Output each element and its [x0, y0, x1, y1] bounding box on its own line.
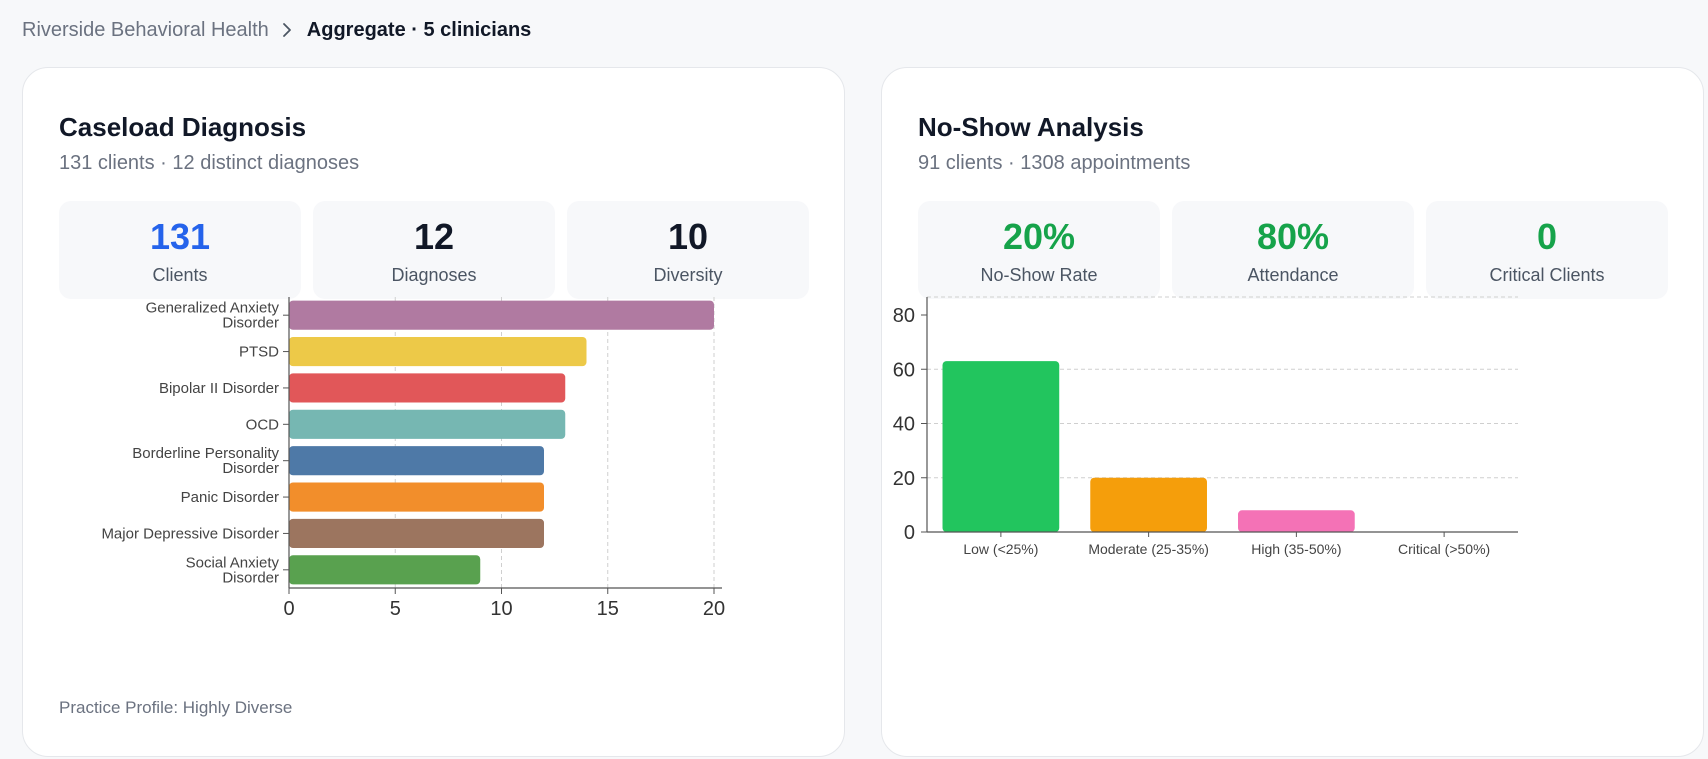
stat-value: 80%: [1256, 216, 1330, 257]
stat-value: 0: [1536, 216, 1558, 257]
y-tick-label: 80: [893, 305, 915, 327]
bar: [289, 300, 714, 330]
x-tick-label: 10: [490, 598, 512, 620]
stat-no-show-rate: 20% No-Show Rate: [918, 201, 1160, 299]
card-title: Caseload Diagnosis: [59, 112, 307, 142]
category-label: High (35-50%): [1251, 541, 1341, 557]
stat-label: No-Show Rate: [980, 265, 1098, 285]
breadcrumb-current: Aggregate · 5 clinicians: [306, 18, 532, 41]
stat-attendance: 80% Attendance: [1172, 201, 1414, 299]
category-label: Critical (>50%): [1398, 541, 1490, 557]
stat-label: Diversity: [653, 265, 723, 285]
category-label: Bipolar II Disorder: [159, 380, 279, 397]
breadcrumb-root-link[interactable]: Riverside Behavioral Health: [22, 18, 269, 41]
x-tick-label: 0: [283, 598, 294, 620]
bar: [942, 361, 1060, 532]
category-label: Borderline Personality: [132, 445, 279, 462]
category-label: Disorder: [222, 569, 279, 586]
no-show-bar-chart: 0 20 40 60 80 Low (<25%) Moderate (25-35%) High…: [893, 296, 1518, 557]
category-label: OCD: [246, 416, 280, 433]
category-label: Panic Disorder: [181, 489, 279, 506]
category-label: Social Anxiety: [186, 554, 280, 571]
stat-value: 20%: [1002, 216, 1076, 257]
y-tick-label: 60: [893, 359, 915, 381]
category-label: Low (<25%): [963, 541, 1038, 557]
x-tick-label: 15: [597, 598, 619, 620]
bar: [289, 373, 566, 403]
stat-value: 12: [413, 216, 455, 257]
no-show-analysis-card: No-Show Analysis 91 clients · 1308 appoi…: [881, 67, 1704, 757]
stat-diversity: 10 Diversity: [567, 201, 809, 299]
category-label: Moderate (25-35%): [1088, 541, 1209, 557]
stats-row: 20% No-Show Rate 80% Attendance 0 Critic…: [918, 201, 1668, 299]
stats-row: 131 Clients 12 Diagnoses 10 Diversity: [59, 201, 809, 299]
category-label: PTSD: [239, 344, 279, 361]
bar: [289, 518, 544, 548]
stat-value: 10: [667, 216, 709, 257]
bar: [1238, 510, 1355, 532]
stat-value: 131: [149, 216, 211, 257]
category-label: Generalized Anxiety: [146, 300, 280, 317]
category-label: Disorder: [222, 460, 279, 477]
stat-critical-clients: 0 Critical Clients: [1426, 201, 1668, 299]
y-tick-label: 0: [904, 522, 915, 544]
practice-profile-text: Practice Profile: Highly Diverse: [59, 698, 293, 717]
caseload-diagnosis-card: Caseload Diagnosis 131 clients · 12 dist…: [22, 67, 845, 757]
bar: [289, 337, 587, 367]
stat-label: Diagnoses: [391, 265, 477, 285]
stat-diagnoses: 12 Diagnoses: [313, 201, 555, 299]
category-label: Disorder: [222, 315, 279, 332]
y-tick-label: 20: [893, 468, 915, 490]
stat-label: Critical Clients: [1489, 265, 1605, 285]
category-label: Major Depressive Disorder: [101, 525, 279, 542]
card-title: No-Show Analysis: [918, 112, 1144, 142]
bar: [289, 555, 481, 585]
card-subtitle: 131 clients · 12 distinct diagnoses: [59, 152, 360, 174]
stat-clients: 131 Clients: [59, 201, 301, 299]
stat-label: Attendance: [1247, 265, 1339, 285]
bar: [289, 446, 544, 476]
x-tick-label: 5: [390, 598, 401, 620]
stat-label: Clients: [152, 265, 208, 285]
breadcrumb: Riverside Behavioral Health Aggregate · …: [22, 16, 531, 44]
x-tick-label: 20: [703, 598, 725, 620]
card-subtitle: 91 clients · 1308 appointments: [918, 152, 1191, 174]
bar: [1090, 477, 1207, 532]
chevron-right-icon: [281, 22, 293, 38]
bar: [289, 409, 566, 439]
bar: [289, 482, 544, 512]
y-tick-label: 40: [893, 414, 915, 436]
